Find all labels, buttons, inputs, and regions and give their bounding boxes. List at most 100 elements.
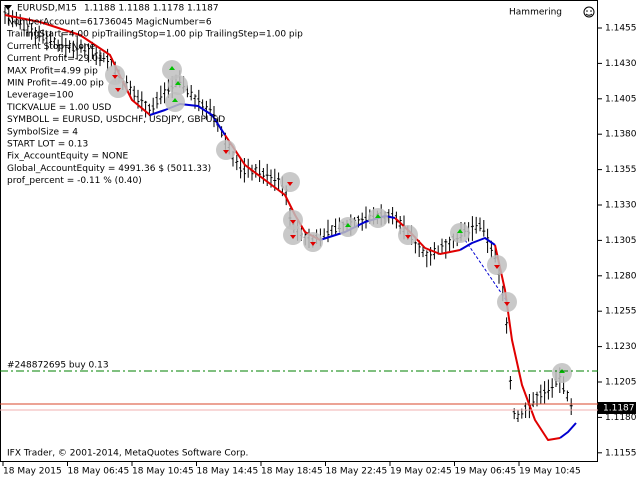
buy-arrow	[375, 214, 381, 218]
sell-arrow	[494, 265, 500, 269]
price-bar	[98, 49, 102, 67]
buy-arrow	[172, 98, 178, 102]
x-tick-label: 18 May 18:45	[261, 467, 323, 477]
time-axis: 18 May 2015 18 May 06:45 18 May 10:45 18 Ma…	[2, 462, 581, 477]
y-tick-label: 1.1155	[605, 448, 637, 458]
info-line: Current Profit=-29.01	[7, 54, 104, 64]
price-bar	[508, 375, 512, 390]
y-tick-label: 1.1205	[605, 378, 637, 388]
current-price-label: 1.1187	[603, 404, 635, 414]
price-bar	[360, 212, 364, 231]
price-bar	[277, 172, 281, 190]
info-line: Leverage=100	[7, 91, 74, 101]
price-bar	[56, 39, 60, 52]
y-tick-label: 1.1355	[605, 165, 637, 175]
trend-dash	[464, 239, 507, 301]
y-tick-label: 1.1305	[605, 236, 637, 246]
sell-arrow	[290, 220, 296, 224]
info-line: Global_AccountEquity = 4991.36 $ (5011.3…	[7, 164, 211, 174]
price-bar	[102, 52, 106, 63]
price-bar	[505, 317, 509, 334]
plot-area	[3, 6, 577, 441]
price-bar	[18, 14, 22, 30]
y-tick-label: 1.1380	[605, 130, 637, 140]
price-bar	[448, 236, 452, 252]
info-line: Current Stop=None	[7, 42, 96, 52]
info-line: TICKVALUE = 1.00 USD	[6, 103, 111, 113]
buy-arrow	[169, 66, 175, 70]
price-bar	[543, 381, 547, 404]
price-bar	[37, 25, 41, 42]
sell-arrow	[290, 235, 296, 239]
price-bar	[128, 80, 132, 96]
ma-curve	[149, 103, 226, 136]
info-line: TrailingStart=4.00 pipTrailingStop=1.00 …	[6, 30, 303, 40]
price-bar	[546, 379, 550, 400]
price-bar	[60, 32, 64, 53]
chart-header-symbol: EURUSD,M15	[17, 4, 77, 14]
dropdown-arrow[interactable]	[4, 5, 12, 10]
price-bar	[83, 43, 87, 57]
order-label: #248872695 buy 0.13	[7, 361, 109, 371]
price-bar	[155, 91, 159, 109]
price-bar	[49, 30, 53, 48]
price-axis: 1.1455 1.1430 1.1405 1.1380 1.1355 1.1330 1.13…	[598, 24, 637, 458]
price-bar	[52, 36, 56, 49]
ma-curve	[319, 215, 396, 241]
y-tick-label: 1.1230	[605, 342, 637, 352]
ma-curve	[224, 134, 321, 241]
price-bar	[516, 409, 520, 422]
price-bar	[132, 85, 136, 102]
price-bar	[14, 11, 18, 27]
info-line: MAX Profit=4.99 pip	[7, 66, 98, 76]
y-tick-label: 1.1180	[605, 413, 637, 423]
y-tick-label: 1.1455	[605, 24, 637, 34]
price-bar	[201, 99, 205, 115]
price-bar	[79, 39, 83, 53]
price-bar	[75, 35, 79, 60]
info-line: SymbolSize = 4	[7, 127, 78, 137]
ma-curve	[559, 422, 577, 439]
price-bar	[68, 40, 72, 53]
price-bar	[539, 384, 543, 405]
x-tick-label: 18 May 06:45	[68, 467, 130, 477]
price-bar	[90, 41, 94, 60]
price-bar	[64, 38, 68, 58]
price-bar	[30, 23, 34, 40]
price-bar	[26, 23, 30, 37]
sell-arrow	[405, 235, 411, 239]
price-bar	[239, 159, 243, 179]
info-panel: NumberAccount=61736045 MagicNumber=6 Trai…	[6, 18, 303, 187]
price-bar	[41, 29, 45, 44]
info-line: START LOT = 0.13	[7, 140, 88, 150]
copyright: IFX Trader, © 2001-2014, MetaQuotes Soft…	[7, 449, 248, 459]
info-line: prof_percent = -0.11 % (0.40)	[7, 176, 142, 186]
smiley-eye	[586, 10, 588, 12]
x-tick-label: 19 May 06:45	[455, 467, 517, 477]
y-tick-label: 1.1255	[605, 307, 637, 317]
price-bar	[235, 154, 239, 171]
price-bar	[87, 43, 91, 63]
sell-arrow	[223, 150, 229, 154]
price-bar	[470, 216, 474, 241]
price-bar	[11, 10, 15, 28]
price-bar	[474, 216, 478, 234]
price-bar	[189, 85, 193, 101]
indicator-name: Hammering	[509, 8, 562, 18]
price-bar	[531, 392, 535, 408]
chart-frame	[0, 0, 598, 462]
smiley-icon	[583, 6, 595, 18]
smiley-mouth	[585, 13, 593, 16]
chart-header-ohlc: 1.1188 1.1188 1.1178 1.1187	[84, 4, 219, 14]
price-bar	[482, 220, 486, 237]
y-tick-label: 1.1280	[605, 271, 637, 281]
ma-curve	[494, 244, 561, 441]
price-bar	[565, 390, 569, 402]
price-bar	[33, 27, 37, 46]
price-bar	[163, 82, 167, 104]
price-bar	[7, 9, 11, 26]
x-tick-label: 19 May 10:45	[519, 467, 581, 477]
ma-curve	[4, 14, 151, 116]
price-bar	[425, 250, 429, 268]
price-bar	[440, 238, 444, 253]
